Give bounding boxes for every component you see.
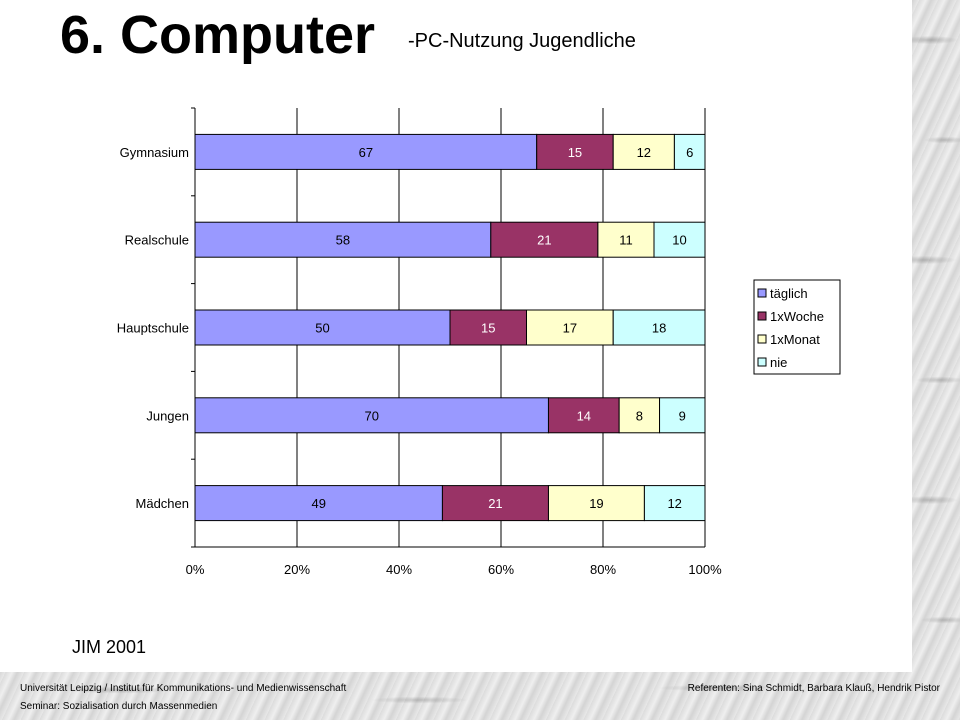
data-label: 17 bbox=[563, 321, 577, 336]
data-label: 12 bbox=[667, 496, 681, 511]
bar-segment-1xWoche bbox=[490, 221, 599, 258]
legend-label: nie bbox=[770, 355, 787, 370]
bar-segment-täglich bbox=[194, 309, 451, 346]
chart-legend: täglich 1xWoche 1xMonat nie bbox=[753, 279, 841, 375]
category-label: Realschule bbox=[125, 233, 189, 248]
bar-segment-1xMonat bbox=[612, 133, 675, 170]
x-tick-label: 40% bbox=[386, 562, 412, 577]
slide-title: 6. Computer bbox=[60, 5, 376, 65]
data-label: 21 bbox=[537, 233, 551, 248]
bar-segment-1xWoche bbox=[547, 397, 620, 434]
data-label: 9 bbox=[679, 408, 686, 423]
data-label: 70 bbox=[364, 408, 378, 423]
bar-segment-1xMonat bbox=[618, 397, 661, 434]
category-label: Jungen bbox=[146, 408, 189, 423]
data-label: 11 bbox=[619, 233, 633, 248]
legend-box bbox=[753, 279, 841, 375]
footer-presenters: Referenten: Sina Schmidt, Barbara Klauß,… bbox=[687, 683, 940, 694]
legend-swatch bbox=[757, 357, 767, 367]
legend-swatch bbox=[757, 311, 767, 321]
x-tick-label: 100% bbox=[688, 562, 722, 577]
data-label: 49 bbox=[311, 496, 325, 511]
legend-swatch bbox=[757, 288, 767, 298]
bar-segment-1xMonat bbox=[547, 485, 645, 522]
category-label: Hauptschule bbox=[117, 321, 189, 336]
data-label: 12 bbox=[637, 145, 651, 160]
data-label: 50 bbox=[315, 321, 329, 336]
x-tick-label: 60% bbox=[488, 562, 514, 577]
data-label: 10 bbox=[672, 233, 686, 248]
footer-seminar: Seminar: Sozialisation durch Massenmedie… bbox=[20, 701, 218, 712]
data-label: 21 bbox=[488, 496, 502, 511]
x-tick-label: 0% bbox=[186, 562, 205, 577]
data-label: 8 bbox=[636, 408, 643, 423]
legend-label: 1xMonat bbox=[770, 332, 820, 347]
bar-segment-nie bbox=[653, 221, 706, 258]
bar-segment-1xWoche bbox=[449, 309, 527, 346]
footer-institute: Universität Leipzig / Institut für Kommu… bbox=[20, 683, 347, 694]
data-label: 19 bbox=[589, 496, 603, 511]
legend-label: täglich bbox=[770, 286, 808, 301]
bar-segment-nie bbox=[659, 397, 706, 434]
source-label: JIM 2001 bbox=[72, 637, 147, 657]
data-label: 15 bbox=[568, 145, 582, 160]
data-label: 18 bbox=[652, 321, 666, 336]
bar-segment-nie bbox=[612, 309, 706, 346]
data-label: 58 bbox=[336, 233, 350, 248]
data-label: 14 bbox=[577, 408, 591, 423]
data-label: 15 bbox=[481, 321, 495, 336]
legend-swatch bbox=[757, 334, 767, 344]
bar-segment-1xWoche bbox=[536, 133, 614, 170]
x-tick-label: 80% bbox=[590, 562, 616, 577]
bar-segment-täglich bbox=[194, 485, 443, 522]
chart-axes: 0% 20% 40% 60% 80% 100% Gymnasium Realschule Hau… bbox=[117, 107, 722, 577]
bar-segment-nie bbox=[643, 485, 706, 522]
data-label: 6 bbox=[686, 145, 693, 160]
slide-subtitle: -PC-Nutzung Jugendliche bbox=[408, 30, 636, 52]
data-label: 67 bbox=[359, 145, 373, 160]
category-label: Mädchen bbox=[136, 496, 189, 511]
chart-bars: 67 15 12 6 58 21 11 10 50 15 17 18 70 14 8 9 49 21 19 12 bbox=[194, 133, 706, 522]
category-label: Gymnasium bbox=[120, 145, 189, 160]
bar-segment-täglich bbox=[194, 133, 538, 170]
bar-segment-1xWoche bbox=[441, 485, 549, 522]
bar-segment-nie bbox=[673, 133, 706, 170]
legend-label: 1xWoche bbox=[770, 309, 824, 324]
x-tick-label: 20% bbox=[284, 562, 310, 577]
